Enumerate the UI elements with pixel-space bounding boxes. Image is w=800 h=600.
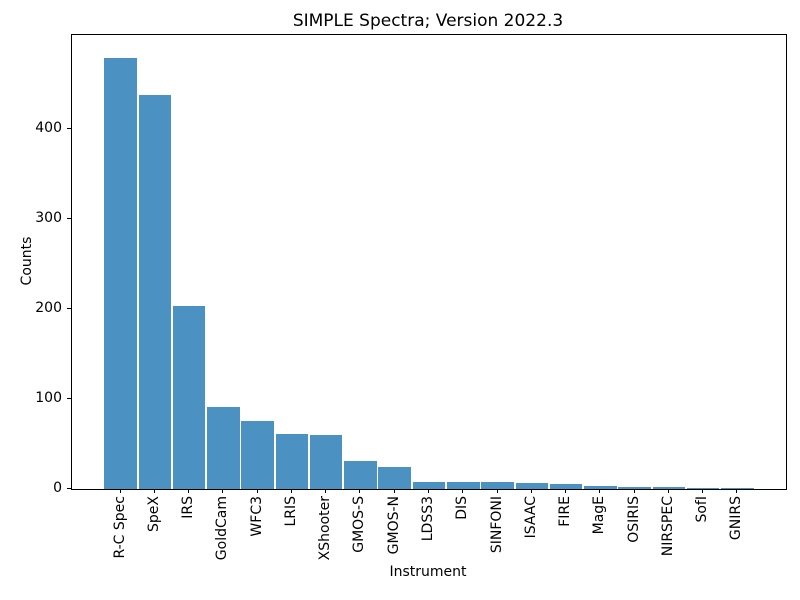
x-tick-mark <box>153 489 155 493</box>
x-tick-mark <box>496 489 498 493</box>
bar-r-c-spec <box>104 58 137 489</box>
x-tick-label: GNIRS <box>728 496 745 541</box>
x-tick-label: SpeX <box>145 496 162 532</box>
x-tick-mark <box>428 489 429 493</box>
y-tick-label: 200 <box>35 299 62 316</box>
x-tick-mark <box>325 489 327 493</box>
x-tick-label: LDSS3 <box>420 496 436 542</box>
y-tick-mark <box>67 307 71 309</box>
y-tick-label: 400 <box>35 119 62 136</box>
x-tick-mark <box>702 489 704 493</box>
y-axis-label: Counts <box>19 236 35 286</box>
bar-fire <box>549 483 583 489</box>
y-tick-label: 0 <box>53 480 62 496</box>
x-tick-mark <box>736 489 738 493</box>
y-tick-mark <box>67 397 71 399</box>
x-tick-label: NIRSPEC <box>659 496 676 557</box>
bar-gnirs <box>721 488 754 489</box>
bar-wfc3 <box>241 421 274 489</box>
bar-mage <box>584 486 617 489</box>
x-tick-label: OSIRIS <box>625 496 642 543</box>
bar-nirspec <box>652 487 686 489</box>
y-tick-mark <box>67 127 71 129</box>
x-axis-label: Instrument <box>389 564 467 580</box>
x-tick-mark <box>222 489 224 493</box>
x-tick-label: MagE <box>591 496 608 535</box>
bar-xshooter <box>309 434 343 489</box>
x-tick-label: IRS <box>180 496 197 519</box>
x-tick-label: XShooter <box>317 496 334 561</box>
x-tick-mark <box>359 489 361 493</box>
bar-osiris <box>618 487 651 489</box>
x-tick-label: LRIS <box>282 496 299 527</box>
x-tick-mark <box>633 489 635 493</box>
bar-isaac <box>515 482 549 489</box>
bar-irs <box>172 306 206 489</box>
x-tick-label: GoldCam <box>214 496 231 561</box>
x-tick-label: FIRE <box>557 496 574 527</box>
x-tick-label: DIS <box>454 496 471 520</box>
x-tick-mark <box>119 489 121 493</box>
bar-goldcam <box>207 407 240 489</box>
bar-lris <box>275 434 309 489</box>
bar-dis <box>446 481 480 489</box>
y-tick-label: 100 <box>35 389 62 406</box>
chart-title: SIMPLE Spectra; Version 2022.3 <box>292 11 564 31</box>
x-tick-mark <box>462 489 464 493</box>
bar-sofi <box>686 488 720 489</box>
x-tick-mark <box>565 489 567 493</box>
y-tick-mark <box>67 217 71 219</box>
x-tick-mark <box>530 489 532 493</box>
bar-ldss3 <box>412 481 446 489</box>
x-tick-mark <box>290 489 292 493</box>
x-tick-label: R-C Spec <box>111 496 128 559</box>
x-tick-mark <box>393 489 395 493</box>
x-tick-label: GMOS-N <box>385 496 402 555</box>
x-tick-mark <box>188 489 190 493</box>
bar-gmos-n <box>378 467 411 489</box>
bar-gmos-s <box>344 461 377 489</box>
x-tick-label: SofI <box>694 496 711 523</box>
x-tick-mark <box>599 489 601 493</box>
x-tick-label: SINFONI <box>488 496 505 554</box>
bar-sinfoni <box>481 481 514 489</box>
x-tick-label: GMOS-S <box>351 496 368 553</box>
x-tick-label: WFC3 <box>248 496 265 537</box>
y-tick-mark <box>67 488 71 489</box>
x-tick-mark <box>667 489 669 493</box>
bar-spex <box>138 95 172 489</box>
y-tick-label: 300 <box>35 209 62 226</box>
x-tick-mark <box>256 489 258 493</box>
x-tick-label: ISAAC <box>522 496 539 539</box>
plot-area <box>71 34 787 490</box>
